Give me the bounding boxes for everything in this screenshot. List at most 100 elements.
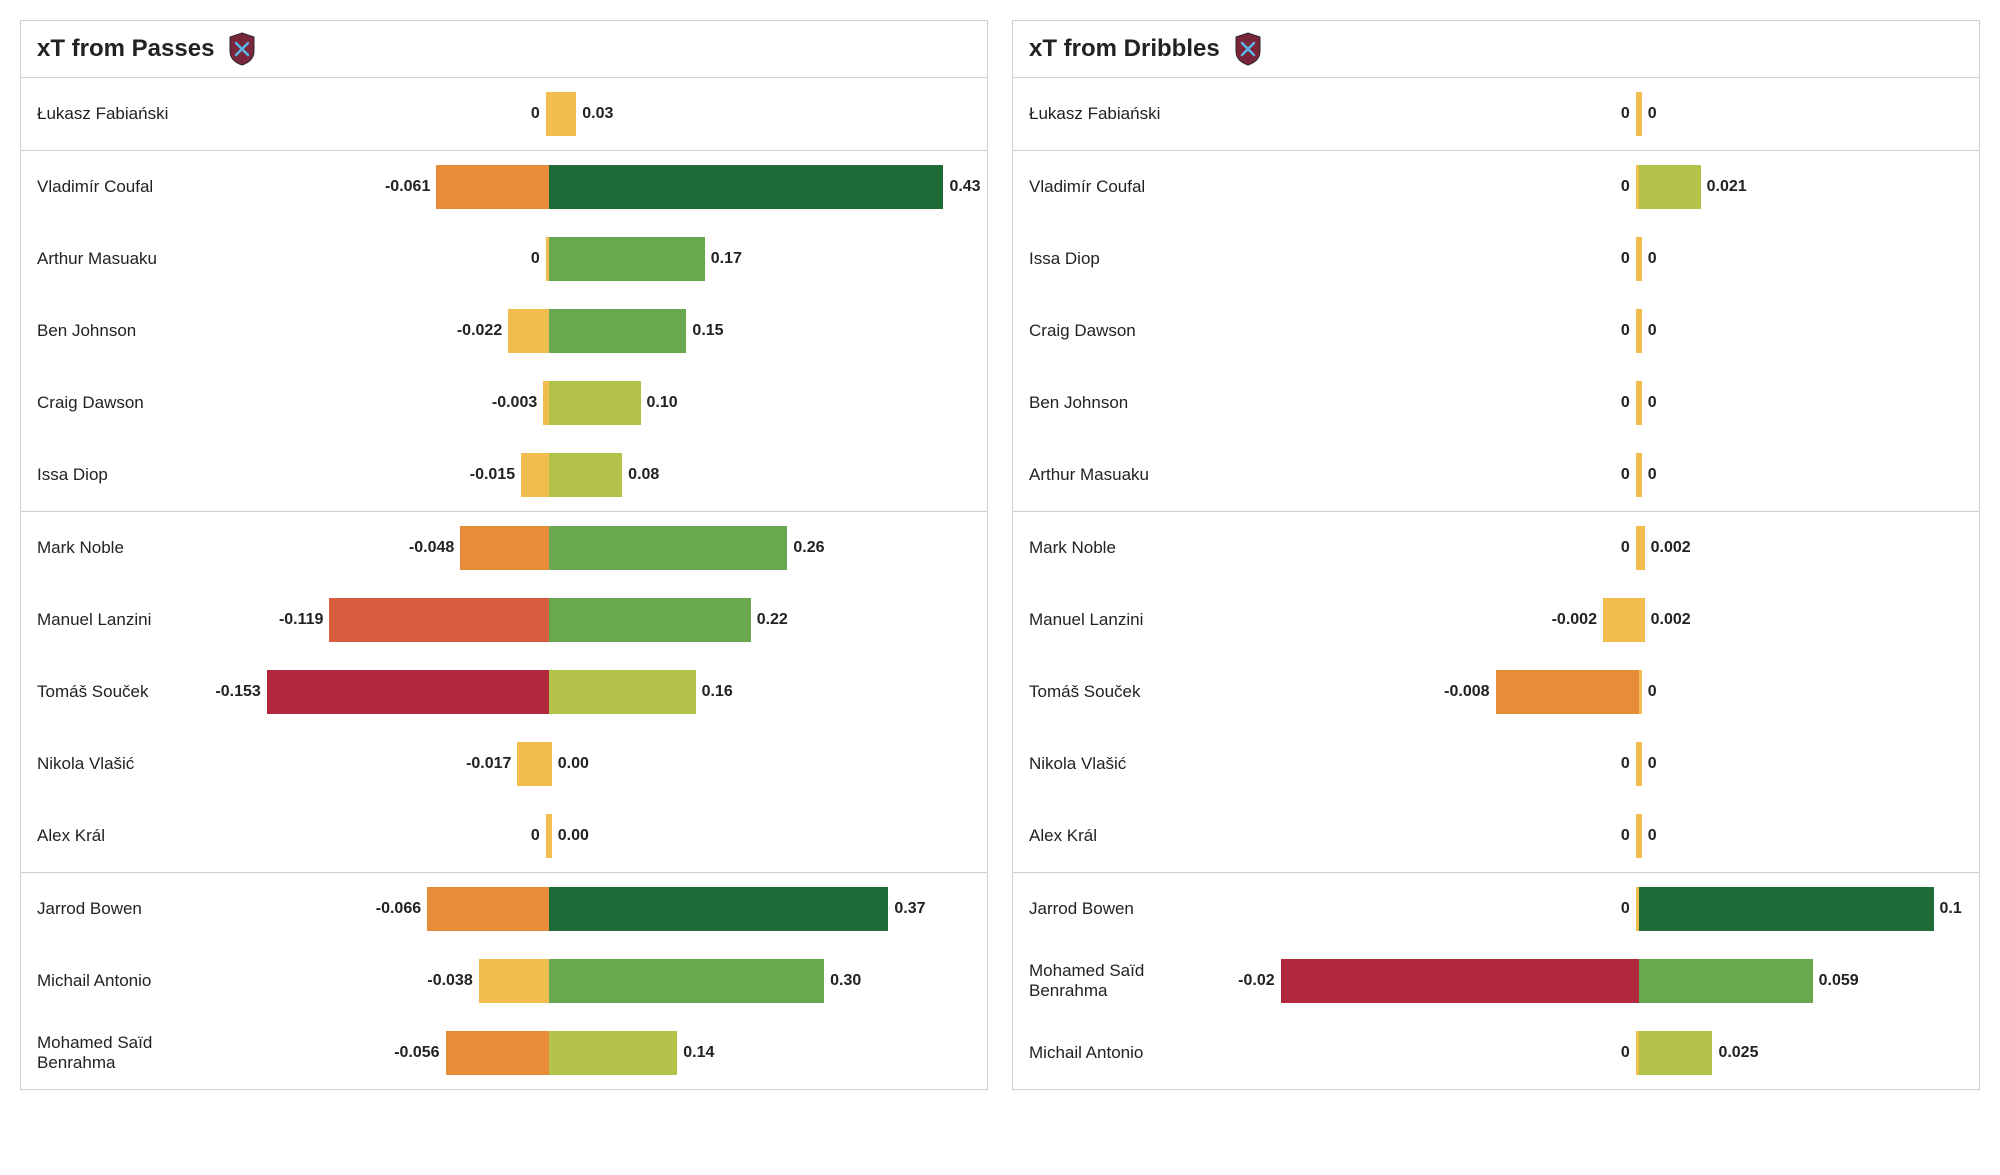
neg-bar-wrap: -0.153 [267,670,549,714]
pos-bar [1639,1031,1713,1075]
pos-value-label: 0.1 [1940,900,1962,918]
neg-bar [508,309,549,353]
player-name: Mohamed Saïd Benrahma [37,1033,217,1072]
player-name: Jarrod Bowen [1029,899,1209,919]
pos-bar [1639,814,1642,858]
pos-bar-wrap: 0.15 [549,309,687,353]
bar-area: -0.0080 [1209,656,1963,728]
neg-bar-wrap: -0.015 [521,453,549,497]
pos-bar [1639,381,1642,425]
chart-panel-0: xT from Passes Łukasz Fabiański00.03Vlad… [20,20,988,1090]
chart-panel-1: xT from Dribbles Łukasz Fabiański00Vladi… [1012,20,1980,1090]
pos-bar-wrap: 0.00 [549,814,552,858]
neg-value-label: -0.119 [279,611,323,629]
player-name: Tomáš Souček [37,682,217,702]
player-name: Manuel Lanzini [37,610,217,630]
bar-area: -0.0220.15 [217,295,971,367]
player-name: Vladimír Coufal [1029,177,1209,197]
pos-value-label: 0.025 [1718,1044,1758,1062]
pos-value-label: 0.30 [830,972,861,990]
player-name: Arthur Masuaku [1029,465,1209,485]
bar-area: -0.0170.00 [217,728,971,800]
neg-value-label: -0.153 [215,683,260,701]
pos-value-label: 0 [1648,394,1657,412]
player-name: Łukasz Fabiański [37,104,217,124]
player-row: Nikola Vlašić00 [1013,728,1979,800]
player-name: Alex Král [1029,826,1209,846]
pos-bar-wrap: 0 [1639,237,1642,281]
player-name: Issa Diop [1029,249,1209,269]
player-name: Arthur Masuaku [37,249,217,269]
pos-bar [549,742,552,786]
charts-container: xT from Passes Łukasz Fabiański00.03Vlad… [20,20,1980,1090]
player-row: Mohamed Saïd Benrahma-0.0560.14 [21,1017,987,1089]
bar-area: 00 [1209,367,1963,439]
neg-value-label: -0.056 [394,1044,439,1062]
pos-bar-wrap: 0.021 [1639,165,1701,209]
neg-value-label: -0.02 [1238,972,1274,990]
row-group: Mark Noble00.002Manuel Lanzini-0.0020.00… [1013,512,1979,873]
pos-bar [549,959,824,1003]
bar-area: 00 [1209,728,1963,800]
neg-bar [436,165,548,209]
pos-bar-wrap: 0.17 [549,237,705,281]
row-group: Jarrod Bowen00.1Mohamed Saïd Benrahma-0.… [1013,873,1979,1089]
pos-value-label: 0.16 [702,683,733,701]
pos-bar [1639,959,1813,1003]
bar-area: -0.119 0.22 [217,584,971,656]
neg-value-label: 0 [531,250,540,268]
pos-value-label: 0.14 [683,1044,714,1062]
pos-bar-wrap: 0.43 [549,165,944,209]
pos-bar-wrap: 0.22 [549,598,751,642]
pos-bar-wrap: 0.30 [549,959,824,1003]
club-crest [226,31,258,67]
player-row: Jarrod Bowen00.1 [1013,873,1979,945]
pos-bar-wrap: 0.14 [549,1031,678,1075]
pos-bar-wrap: 0 [1639,814,1642,858]
pos-bar-wrap: 0.03 [549,92,577,136]
neg-bar [517,742,548,786]
pos-bar [1639,309,1642,353]
player-name: Łukasz Fabiański [1029,104,1209,124]
pos-value-label: 0.08 [628,466,659,484]
pos-bar [1639,598,1645,642]
neg-bar-wrap: -0.002 [1603,598,1639,642]
player-row: Vladimír Coufal-0.0610.43 [21,151,987,223]
neg-value-label: -0.003 [492,394,537,412]
player-row: Mohamed Saïd Benrahma-0.020.059 [1013,945,1979,1017]
neg-bar [479,959,549,1003]
bar-area: 00 [1209,295,1963,367]
player-row: Alex Král00.00 [21,800,987,872]
player-name: Nikola Vlašić [1029,754,1209,774]
neg-bar [460,526,548,570]
pos-bar [1639,526,1645,570]
pos-value-label: 0.26 [793,539,824,557]
player-row: Nikola Vlašić-0.0170.00 [21,728,987,800]
bar-area: 00.021 [1209,151,1963,223]
neg-bar-wrap: -0.056 [446,1031,549,1075]
pos-value-label: 0.002 [1651,611,1691,629]
bar-area: -0.003 0.10 [217,367,971,439]
pos-bar-wrap: 0.002 [1639,598,1645,642]
pos-bar [549,598,751,642]
pos-value-label: 0.00 [558,827,589,845]
neg-value-label: -0.066 [376,900,421,918]
pos-bar-wrap: 0 [1639,670,1642,714]
row-group: Vladimír Coufal00.021Issa Diop00Craig Da… [1013,151,1979,512]
club-crest [1232,31,1264,67]
pos-bar-wrap: 0 [1639,742,1642,786]
player-row: Manuel Lanzini-0.0020.002 [1013,584,1979,656]
neg-value-label: 0 [1621,394,1630,412]
pos-bar [549,92,577,136]
neg-bar [427,887,549,931]
pos-bar [1639,92,1642,136]
pos-bar [549,1031,678,1075]
pos-bar-wrap: 0.1 [1639,887,1934,931]
bar-area: 00.025 [1209,1017,1963,1089]
player-name: Michail Antonio [37,971,217,991]
pos-value-label: 0.10 [647,394,678,412]
pos-value-label: 0.15 [692,322,723,340]
player-row: Tomáš Souček-0.0080 [1013,656,1979,728]
row-group: Jarrod Bowen-0.0660.37Michail Antonio-0.… [21,873,987,1089]
player-row: Arthur Masuaku00 [1013,439,1979,511]
